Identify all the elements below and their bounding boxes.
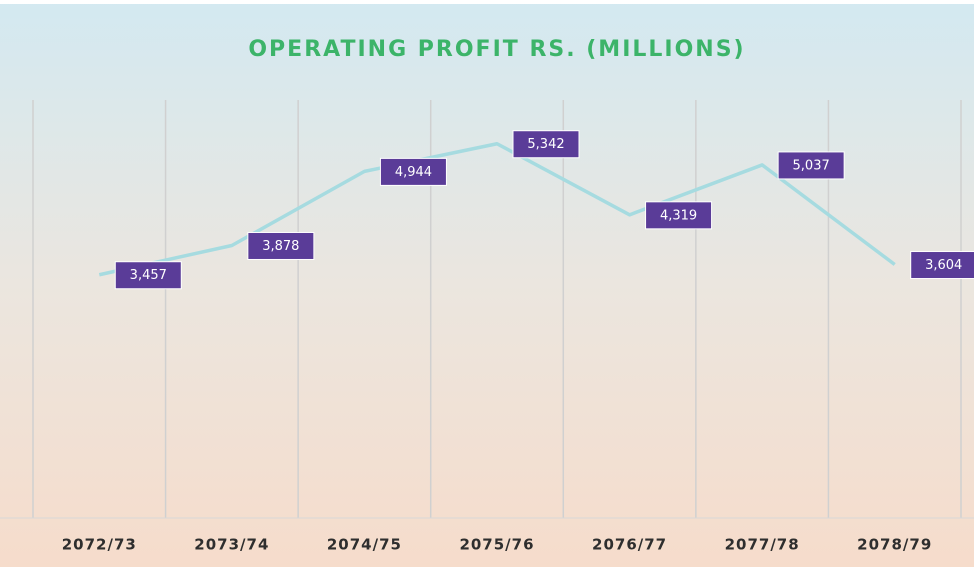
value-label: 3,878 xyxy=(262,239,299,254)
value-label-box xyxy=(379,157,447,186)
value-label-box xyxy=(512,130,580,159)
value-label: 4,944 xyxy=(395,165,432,180)
value-label-box xyxy=(645,201,713,230)
x-tick-label: 2078/79 xyxy=(857,536,932,554)
x-tick-label: 2073/74 xyxy=(194,536,269,554)
chart-title: OPERATING PROFIT RS. (MILLIONS) xyxy=(248,37,745,62)
x-tick-label: 2072/73 xyxy=(62,536,137,554)
value-label: 5,037 xyxy=(793,158,830,173)
value-label: 5,342 xyxy=(527,137,564,152)
value-label: 4,319 xyxy=(660,208,697,223)
x-tick-label: 2076/77 xyxy=(592,536,667,554)
x-tick-label: 2075/76 xyxy=(459,536,534,554)
x-tick-label: 2074/75 xyxy=(327,536,402,554)
value-label: 3,604 xyxy=(925,258,962,273)
value-label-box xyxy=(114,261,182,290)
value-label-box xyxy=(247,231,315,260)
top-edge xyxy=(0,0,974,4)
value-label-box xyxy=(910,251,974,280)
value-label: 3,457 xyxy=(130,268,167,283)
value-label-box xyxy=(777,151,845,180)
x-tick-label: 2077/78 xyxy=(725,536,800,554)
line xyxy=(98,141,896,277)
